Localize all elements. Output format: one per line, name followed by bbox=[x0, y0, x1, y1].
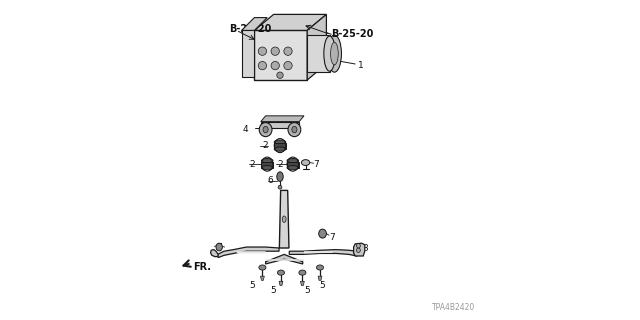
Ellipse shape bbox=[288, 123, 301, 137]
Polygon shape bbox=[211, 250, 218, 257]
Polygon shape bbox=[254, 14, 326, 30]
Text: 5: 5 bbox=[305, 286, 310, 295]
Polygon shape bbox=[280, 190, 289, 248]
Polygon shape bbox=[261, 116, 304, 122]
Text: 7: 7 bbox=[313, 160, 319, 169]
Ellipse shape bbox=[275, 140, 285, 144]
Ellipse shape bbox=[278, 270, 285, 275]
Ellipse shape bbox=[282, 216, 286, 222]
Text: B-25-20: B-25-20 bbox=[229, 24, 271, 34]
Ellipse shape bbox=[301, 160, 310, 165]
Text: 1: 1 bbox=[358, 61, 364, 70]
Ellipse shape bbox=[356, 248, 360, 252]
Ellipse shape bbox=[258, 61, 267, 70]
Bar bbox=[254, 30, 307, 80]
Polygon shape bbox=[237, 251, 333, 261]
Text: 5: 5 bbox=[250, 281, 255, 290]
Ellipse shape bbox=[330, 43, 338, 65]
Ellipse shape bbox=[258, 47, 267, 55]
Bar bbox=[275, 143, 285, 149]
Polygon shape bbox=[301, 281, 305, 285]
Ellipse shape bbox=[277, 172, 283, 181]
Ellipse shape bbox=[319, 229, 326, 238]
Text: 3: 3 bbox=[362, 244, 368, 253]
Ellipse shape bbox=[299, 270, 306, 275]
Ellipse shape bbox=[275, 147, 285, 151]
Polygon shape bbox=[279, 281, 283, 285]
Ellipse shape bbox=[324, 36, 335, 71]
Bar bbox=[287, 162, 298, 168]
Ellipse shape bbox=[287, 158, 298, 163]
Text: 6: 6 bbox=[267, 176, 273, 185]
Polygon shape bbox=[242, 18, 268, 30]
Bar bbox=[261, 122, 300, 128]
Ellipse shape bbox=[271, 47, 280, 55]
Ellipse shape bbox=[356, 244, 360, 248]
Text: 5: 5 bbox=[319, 281, 324, 290]
Polygon shape bbox=[260, 276, 264, 280]
Ellipse shape bbox=[262, 165, 273, 170]
Ellipse shape bbox=[216, 243, 223, 251]
Text: 2: 2 bbox=[277, 160, 283, 169]
Polygon shape bbox=[289, 250, 358, 256]
Text: B-25-20: B-25-20 bbox=[332, 28, 374, 39]
Polygon shape bbox=[307, 14, 326, 80]
Text: 2: 2 bbox=[262, 141, 268, 150]
Ellipse shape bbox=[287, 165, 298, 170]
Ellipse shape bbox=[292, 126, 297, 133]
Ellipse shape bbox=[262, 158, 273, 163]
Polygon shape bbox=[242, 30, 254, 77]
Ellipse shape bbox=[284, 47, 292, 55]
Ellipse shape bbox=[271, 61, 280, 70]
Ellipse shape bbox=[277, 72, 283, 78]
Ellipse shape bbox=[278, 185, 282, 189]
Polygon shape bbox=[354, 243, 365, 256]
Ellipse shape bbox=[317, 265, 323, 270]
Text: 7: 7 bbox=[329, 233, 335, 242]
Text: 4: 4 bbox=[243, 125, 248, 134]
Ellipse shape bbox=[327, 35, 342, 72]
Polygon shape bbox=[266, 254, 303, 264]
Ellipse shape bbox=[284, 61, 292, 70]
Text: TPA4B2420: TPA4B2420 bbox=[432, 303, 475, 312]
Text: 2: 2 bbox=[250, 160, 255, 169]
Ellipse shape bbox=[263, 126, 268, 133]
Ellipse shape bbox=[259, 265, 266, 270]
Text: 7: 7 bbox=[216, 244, 221, 252]
Polygon shape bbox=[318, 276, 322, 280]
Bar bbox=[307, 35, 330, 72]
Ellipse shape bbox=[259, 123, 272, 137]
Polygon shape bbox=[218, 247, 279, 258]
Text: FR.: FR. bbox=[193, 262, 211, 272]
Text: 5: 5 bbox=[270, 286, 276, 295]
Bar bbox=[262, 162, 273, 168]
